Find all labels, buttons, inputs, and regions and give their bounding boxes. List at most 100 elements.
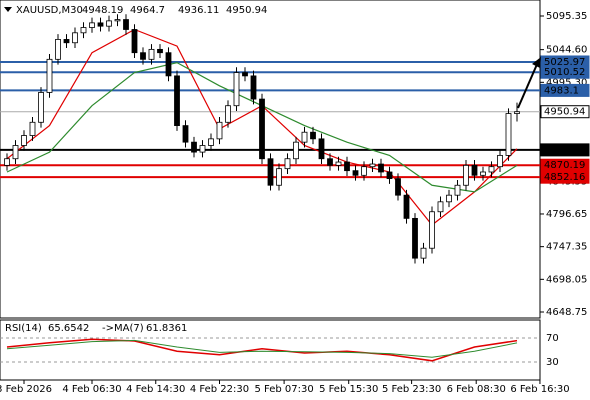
y-tick-label: 4995.30 xyxy=(546,77,587,88)
candle-body xyxy=(148,48,155,60)
candle-body xyxy=(157,48,163,54)
candle-body xyxy=(471,164,478,176)
y-tick-label: 4698.05 xyxy=(546,274,587,285)
candle-body xyxy=(454,184,461,196)
candle-body xyxy=(216,121,223,140)
candle-body xyxy=(199,145,206,153)
candle-body xyxy=(97,22,104,27)
candle-body xyxy=(225,105,231,123)
candle-body xyxy=(412,217,418,259)
candle-body xyxy=(242,72,248,77)
candle-body xyxy=(21,135,27,146)
candle-body xyxy=(463,164,469,186)
candle-body xyxy=(369,163,376,168)
x-tick-label: 4 Feb 06:30 xyxy=(62,384,121,395)
x-tick-label: 6 Feb 08:30 xyxy=(447,384,506,395)
candle-body xyxy=(293,141,299,160)
y-tick-label: 4747.35 xyxy=(546,242,587,253)
candle-body xyxy=(29,121,36,136)
x-tick-label: 5 Feb 15:30 xyxy=(319,384,378,395)
y-tick-label: 5095.35 xyxy=(546,11,587,22)
candle-body xyxy=(174,75,180,126)
candle-body xyxy=(12,145,19,160)
level-label: 4852.16 xyxy=(544,172,585,183)
candle-body xyxy=(114,19,121,22)
rsi-panel xyxy=(0,319,541,381)
arrow xyxy=(517,61,539,109)
candle-body xyxy=(429,211,435,249)
candle-body xyxy=(395,178,401,196)
close: 4950.94 xyxy=(226,5,267,16)
y-tick-label: 4648.75 xyxy=(546,307,587,318)
symbol: XAUUSD,M30 xyxy=(16,5,83,16)
level-label: 4870.19 xyxy=(544,160,585,171)
candle-body xyxy=(55,39,61,60)
candle-body xyxy=(420,247,427,259)
x-tick-label: 5 Feb 23:30 xyxy=(382,384,441,395)
candle-body xyxy=(514,111,520,114)
candle-body xyxy=(318,138,325,160)
candle-body xyxy=(250,75,257,100)
candle-body xyxy=(259,98,265,160)
rsi-ma-value: 61.8361 xyxy=(146,323,187,334)
level-tag xyxy=(540,170,590,184)
low: 4936.11 xyxy=(178,5,219,16)
level-label: 5025.97 xyxy=(544,57,585,68)
candle-body xyxy=(497,155,503,168)
candle-body xyxy=(233,72,240,107)
rsi-ma-name: ->MA(7) xyxy=(102,323,144,334)
level-label: 5010.52 xyxy=(544,67,585,78)
candle-body xyxy=(446,194,452,203)
rsi-tick-label: 30 xyxy=(546,357,559,368)
candle-body xyxy=(378,163,384,173)
level-tag xyxy=(540,143,590,157)
x-tick-label: 5 Feb 07:30 xyxy=(254,384,313,395)
candle-body xyxy=(488,166,495,173)
y-tick-label: 5044.60 xyxy=(546,45,587,56)
x-tick-label: 6 Feb 16:30 xyxy=(510,384,569,395)
candle-body xyxy=(123,19,129,30)
menu-icon xyxy=(4,7,12,12)
rsi-name: RSI(14) xyxy=(5,323,42,334)
candle-body xyxy=(310,131,316,140)
level-tag xyxy=(540,105,590,119)
candle-body xyxy=(182,125,189,143)
candle-body xyxy=(344,161,350,172)
high: 4964.7 xyxy=(130,5,165,16)
candle-body xyxy=(327,158,333,166)
open: 4948.19 xyxy=(82,5,123,16)
candle-body xyxy=(361,166,367,176)
x-tick-label: 3 Feb 2026 xyxy=(0,384,52,395)
rsi-line xyxy=(6,338,518,362)
x-tick-label: 4 Feb 22:30 xyxy=(190,384,249,395)
candle-body xyxy=(131,29,138,54)
y-tick-label: 4796.65 xyxy=(546,209,587,220)
candle-body xyxy=(505,113,512,156)
candle-body xyxy=(191,141,197,153)
candle-body xyxy=(301,131,308,143)
candle-body xyxy=(276,168,282,186)
candle-body xyxy=(480,171,486,176)
candle-body xyxy=(63,39,70,44)
level-label: 4950.94 xyxy=(544,107,585,118)
rsi-ma-line xyxy=(6,339,518,358)
candle-body xyxy=(165,52,172,77)
candle-body xyxy=(140,52,146,60)
candle-body xyxy=(352,170,359,176)
main-panel xyxy=(0,0,541,319)
candle-body xyxy=(106,20,112,27)
x-tick-label: 4 Feb 14:30 xyxy=(126,384,185,395)
candle-body xyxy=(437,201,444,213)
candle-body xyxy=(38,92,44,123)
rsi-tick-label: 70 xyxy=(546,333,559,344)
candle-body xyxy=(335,161,342,166)
level-tag xyxy=(540,65,590,79)
candle-body xyxy=(80,27,87,34)
candle-body xyxy=(72,32,78,44)
candle-body xyxy=(46,58,53,93)
arrow-head xyxy=(532,57,541,68)
candle-body xyxy=(403,194,410,219)
candle-body xyxy=(284,158,291,170)
candle-body xyxy=(208,138,214,146)
